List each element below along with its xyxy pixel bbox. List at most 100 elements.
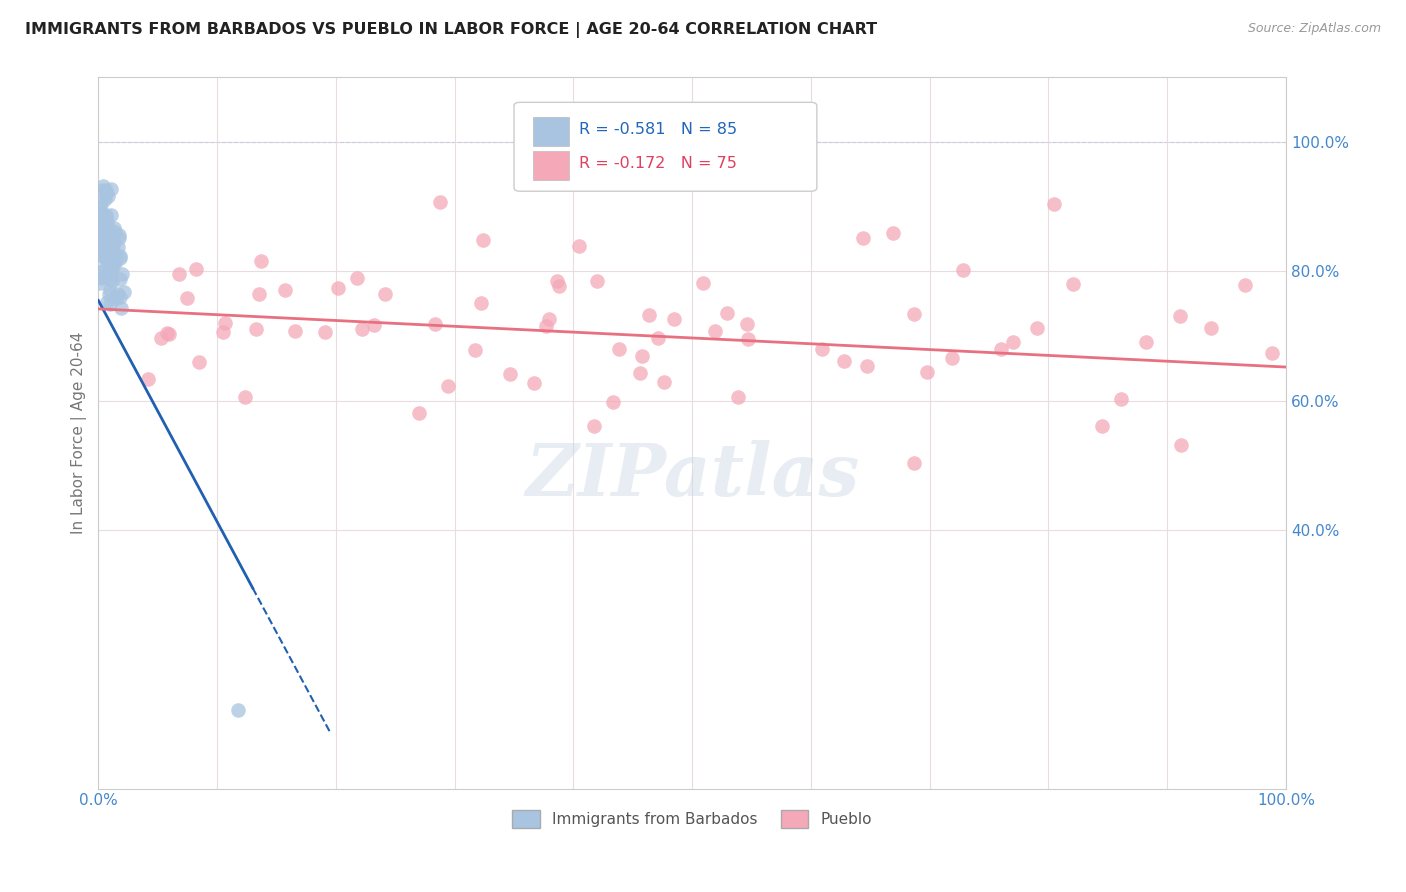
Point [93, 250, 115, 264]
Point [250, 253, 273, 268]
Point [101, 236, 124, 251]
Point [990, 342, 1012, 356]
Point [96, 239, 118, 253]
Point [90, 209, 112, 223]
Point [1261, 346, 1284, 360]
Point [235, 390, 257, 404]
Point [915, 365, 938, 379]
Point [363, 318, 385, 332]
Point [1109, 392, 1132, 406]
Point [214, 316, 236, 330]
Point [150, 331, 173, 345]
Point [952, 263, 974, 277]
Point [582, 419, 605, 434]
Point [662, 312, 685, 326]
Point [735, 317, 758, 331]
Point [1091, 418, 1114, 433]
Point [602, 395, 624, 409]
Point [470, 296, 492, 310]
Point [101, 239, 124, 253]
Point [631, 350, 654, 364]
Point [93, 250, 115, 264]
Point [91, 218, 114, 232]
Point [568, 239, 591, 253]
FancyBboxPatch shape [533, 152, 568, 180]
Legend: Immigrants from Barbados, Pueblo: Immigrants from Barbados, Pueblo [506, 805, 877, 834]
Point [100, 267, 122, 281]
Point [727, 391, 749, 405]
Point [90, 269, 112, 284]
Point [110, 249, 132, 263]
Point [586, 274, 609, 288]
Point [1135, 334, 1157, 349]
Point [91, 183, 114, 197]
Point [98, 259, 121, 273]
Point [93, 249, 115, 263]
Text: R = -0.172   N = 75: R = -0.172 N = 75 [579, 156, 737, 171]
Point [90, 197, 112, 211]
Point [90, 218, 112, 232]
Point [91, 178, 114, 193]
Point [228, 703, 250, 717]
Text: R = -0.581   N = 85: R = -0.581 N = 85 [579, 122, 738, 136]
Point [96, 214, 118, 228]
Point [274, 283, 297, 297]
Point [647, 331, 669, 345]
Point [1168, 309, 1191, 323]
Point [832, 353, 855, 368]
Point [1234, 278, 1257, 293]
Point [96, 294, 118, 309]
Point [89, 221, 111, 235]
Point [187, 355, 209, 369]
Point [692, 276, 714, 290]
Point [100, 208, 122, 222]
Point [100, 182, 122, 196]
Point [101, 274, 124, 288]
Point [638, 308, 661, 322]
Point [91, 243, 114, 257]
Point [100, 263, 122, 277]
Point [96, 208, 118, 222]
Point [96, 246, 118, 260]
Point [245, 322, 267, 336]
Point [89, 233, 111, 247]
Point [284, 325, 307, 339]
Point [98, 297, 121, 311]
Point [548, 279, 571, 293]
Point [716, 306, 738, 320]
Point [98, 233, 121, 247]
Point [628, 366, 651, 380]
Point [107, 240, 129, 254]
Point [94, 224, 117, 238]
Point [97, 239, 120, 253]
Point [89, 202, 111, 216]
Point [852, 230, 875, 244]
Point [538, 312, 561, 326]
Point [97, 220, 120, 235]
Point [90, 206, 112, 220]
Point [1062, 277, 1084, 291]
Point [408, 406, 430, 420]
Point [1002, 334, 1025, 349]
Point [523, 376, 546, 390]
Point [100, 260, 122, 275]
Point [90, 270, 112, 285]
Point [108, 290, 131, 304]
Text: Source: ZipAtlas.com: Source: ZipAtlas.com [1247, 22, 1381, 36]
Point [89, 235, 111, 250]
Point [96, 183, 118, 197]
Point [107, 227, 129, 242]
Point [1025, 321, 1047, 335]
Y-axis label: In Labor Force | Age 20-64: In Labor Force | Age 20-64 [72, 332, 87, 534]
Point [855, 359, 877, 374]
Point [156, 326, 179, 340]
Point [98, 283, 121, 297]
Point [607, 343, 630, 357]
Point [352, 322, 374, 336]
Point [704, 324, 727, 338]
Point [346, 271, 368, 285]
Point [89, 235, 111, 249]
Point [107, 287, 129, 301]
Point [314, 325, 336, 339]
Point [903, 456, 925, 470]
